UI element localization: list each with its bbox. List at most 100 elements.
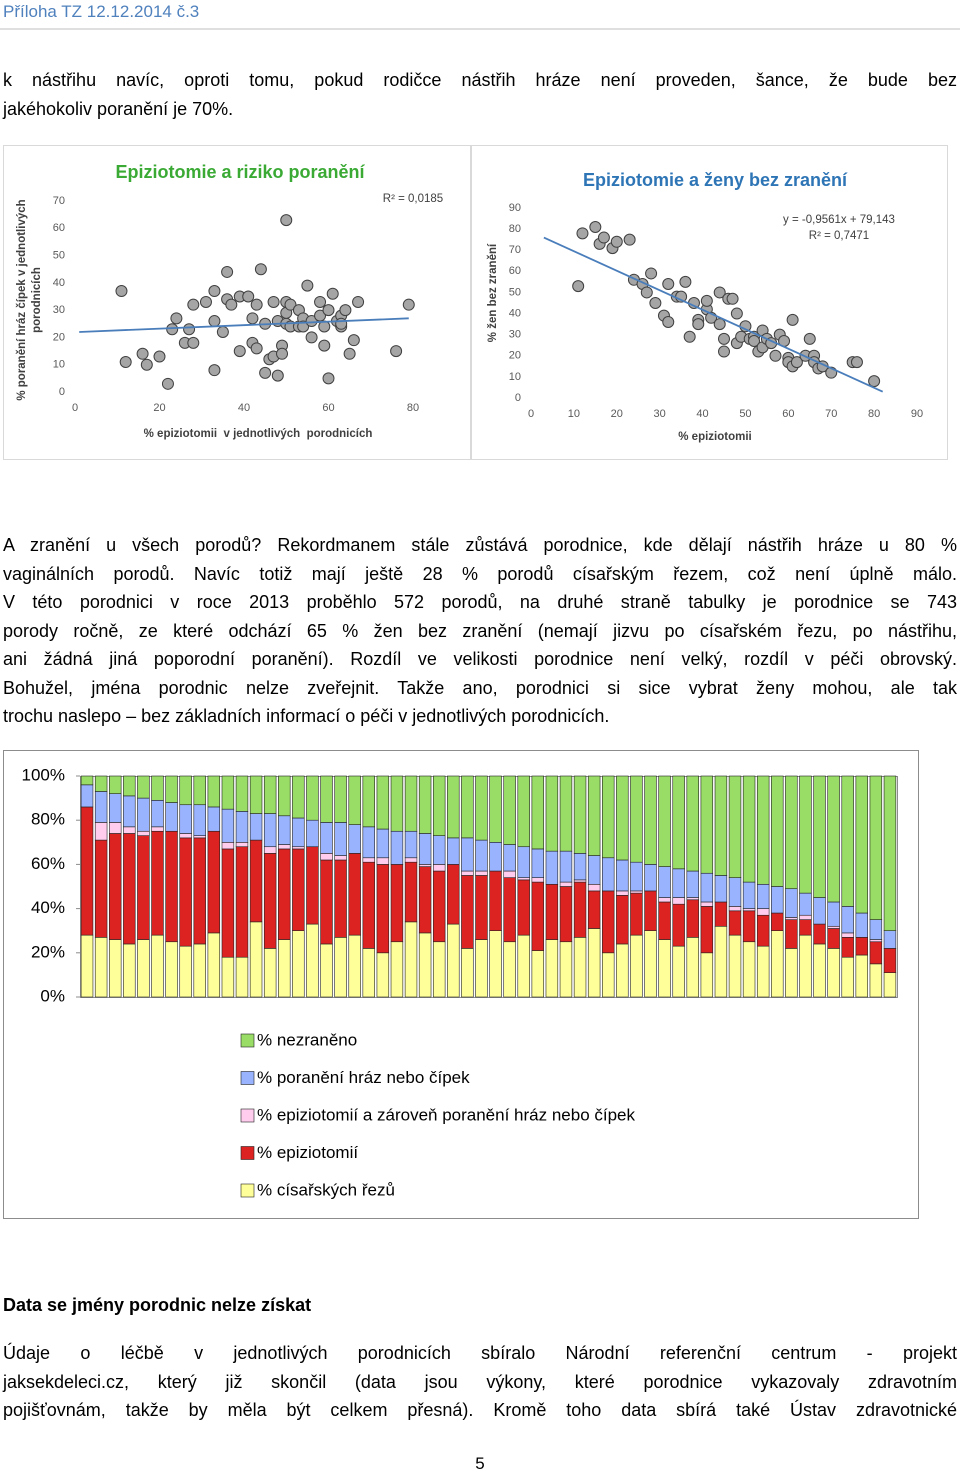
bar-segment (771, 930, 784, 998)
paragraph-line: Údaje o léčbě v jednotlivých porodnicích… (3, 1343, 957, 1363)
x-tick-label: 70 (825, 408, 837, 420)
x-tick-label: 90 (911, 408, 923, 420)
bar-segment (616, 890, 629, 896)
bar-segment (80, 775, 94, 786)
bar-segment (503, 877, 516, 943)
bar-segment (742, 910, 756, 943)
bar-segment (207, 932, 221, 998)
bar-segment (193, 837, 206, 945)
bar-segment (165, 775, 178, 803)
bar-segment (376, 857, 390, 865)
x-tick-label: 20 (611, 408, 623, 420)
y-tick-label: 10 (53, 359, 65, 371)
bar-segment (616, 775, 629, 861)
y-tick-label: 20 (509, 350, 521, 362)
bar-segment (108, 833, 122, 940)
paragraph-line: jaksekdeleci.cz, který již skončil (data… (3, 1371, 957, 1392)
bar-segment (602, 952, 615, 998)
bar-segment (827, 901, 840, 927)
bar-segment (193, 775, 206, 806)
bar-segment (813, 943, 826, 998)
bar-segment (531, 848, 545, 878)
bar-segment (630, 861, 643, 892)
bar-segment (376, 952, 390, 998)
scatter-point (187, 336, 200, 349)
bar-segment (728, 934, 742, 998)
bar-segment (306, 846, 319, 925)
bar-segment (249, 775, 263, 814)
bar-segment (602, 775, 615, 859)
scatter-point (390, 345, 403, 358)
bar-segment (137, 830, 150, 836)
bar-segment (447, 923, 460, 998)
y-axis-label: % poranění hráz čípek v jednotlivých (16, 199, 28, 400)
bar-segment (390, 775, 404, 832)
scatter-point (713, 286, 726, 299)
scatter-point (679, 275, 692, 288)
bar-segment (432, 870, 446, 943)
legend-swatch (240, 1033, 255, 1048)
bar-segment (559, 881, 573, 887)
bar-segment (461, 837, 474, 872)
x-axis-label: % epiziotomii v jednotlivých porodnicích (144, 428, 373, 440)
scatter-point (183, 323, 196, 336)
section-heading: Data se jmény porodnic nelze získat (3, 1295, 312, 1315)
scatter-point (790, 356, 803, 369)
bar-segment (362, 861, 375, 949)
y-tick-label: 0% (40, 986, 65, 1005)
scatter-point (786, 313, 799, 326)
bar-segment (306, 819, 319, 848)
scatter-point (326, 287, 339, 300)
y-tick-label: 60 (509, 265, 521, 277)
bar-segment (334, 859, 347, 938)
scatter-point (314, 295, 327, 308)
bar-segment (447, 775, 460, 839)
bar-segment (559, 850, 573, 883)
scatter-point (276, 347, 289, 360)
bar-segment (432, 835, 446, 865)
bar-segment (771, 886, 784, 914)
bar-segment (700, 906, 714, 954)
bar-segment (108, 939, 122, 998)
bar-segment (235, 811, 249, 843)
bar-segment (165, 802, 178, 832)
x-tick-label: 40 (696, 408, 708, 420)
bar-segment (517, 877, 530, 881)
scatter-point (339, 304, 352, 317)
y-tick-label: 60 (53, 222, 65, 234)
bar-segment (630, 775, 643, 863)
bar-segment (137, 939, 150, 998)
bar-segment (714, 775, 728, 876)
bar-segment (362, 775, 375, 828)
bar-segment (756, 883, 770, 909)
paragraph-line: ani žádná jiná poporodní poranění). Rozd… (3, 649, 957, 669)
y-tick-label: 60% (31, 854, 65, 873)
scatter-point (597, 231, 610, 244)
bar-segment (334, 822, 347, 856)
bar-segment (813, 897, 826, 925)
y-tick-label: 50 (53, 249, 65, 261)
bar-segment (883, 775, 897, 931)
bar-segment (827, 928, 840, 949)
scatter-point (242, 290, 255, 303)
bar-segment (461, 870, 474, 876)
bar-segment (573, 881, 587, 938)
bar-segment (151, 826, 164, 832)
x-tick-label: 40 (238, 402, 250, 414)
bar-segment (235, 846, 249, 958)
bar-segment (559, 941, 573, 998)
bar-segment (489, 930, 502, 998)
scatter-point (246, 312, 259, 325)
page-header: Příloha TZ 12.12.2014 č.3 (3, 2, 200, 21)
bar-segment (869, 939, 883, 943)
bar-segment (362, 857, 375, 863)
x-tick-label: 60 (322, 402, 334, 414)
y-axis-label: porodnicích (31, 267, 43, 333)
bar-segment (827, 925, 840, 929)
bar-segment (658, 897, 671, 903)
legend-label: % epiziotomií (257, 1143, 358, 1162)
scatter-point (199, 295, 212, 308)
bar-segment (292, 846, 305, 850)
